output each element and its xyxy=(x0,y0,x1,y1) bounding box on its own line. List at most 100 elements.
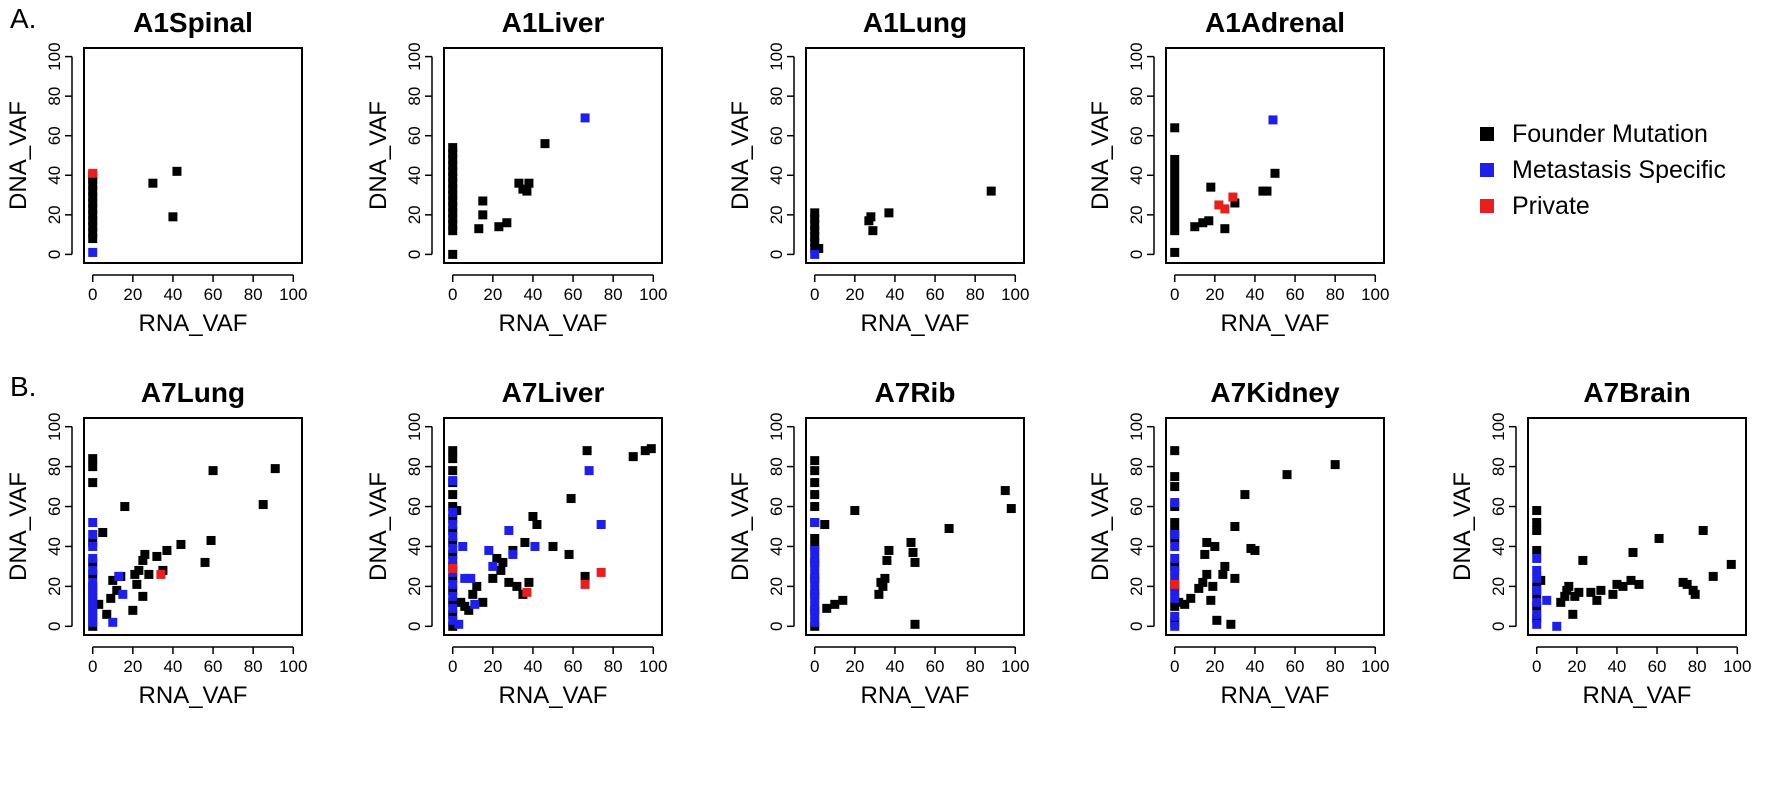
point-a7kidney-founder-mutation-19 xyxy=(1206,595,1216,605)
x-tick-label-a7liver-60: 60 xyxy=(564,657,583,676)
point-a1liver-founder-mutation-8 xyxy=(448,184,458,194)
point-a1spinal-founder-mutation-1 xyxy=(88,228,98,238)
y-tick-label-a1liver-20: 20 xyxy=(405,205,424,224)
point-a1adrenal-founder-mutation-1 xyxy=(1170,226,1180,236)
point-a7lung-founder-mutation-14 xyxy=(102,609,112,619)
point-a1adrenal-founder-mutation-4 xyxy=(1170,202,1180,212)
y-tick-label-a7kidney-0: 0 xyxy=(1127,622,1146,631)
point-a1liver-founder-mutation-7 xyxy=(448,190,458,200)
chart-title-a7lung: A7Lung xyxy=(141,377,245,408)
y-tick-label-a7liver-0: 0 xyxy=(405,622,424,631)
point-a7liver-founder-mutation-26 xyxy=(498,557,508,567)
point-a7lung-private-0 xyxy=(156,569,166,579)
point-a7liver-founder-mutation-22 xyxy=(478,597,488,607)
x-tick-label-a7liver-0: 0 xyxy=(448,657,457,676)
point-a7kidney-founder-mutation-28 xyxy=(1240,490,1250,500)
y-tick-label-a7rib-0: 0 xyxy=(767,622,786,631)
point-a7kidney-metastasis-specific-4 xyxy=(1170,573,1180,583)
y-tick-label-a1spinal-0: 0 xyxy=(45,250,64,259)
x-tick-label-a7brain-40: 40 xyxy=(1607,657,1626,676)
point-a7rib-founder-mutation-20 xyxy=(878,581,888,591)
point-a1liver-founder-mutation-0 xyxy=(448,249,458,259)
point-a7rib-founder-mutation-18 xyxy=(874,589,884,599)
point-a7liver-founder-mutation-32 xyxy=(524,577,534,587)
point-a7liver-founder-mutation-21 xyxy=(472,581,482,591)
point-a7brain-founder-mutation-18 xyxy=(1592,595,1602,605)
plot-frame-a1lung xyxy=(805,47,1025,264)
point-a1liver-founder-mutation-18 xyxy=(478,196,488,206)
x-tick-label-a1liver-60: 60 xyxy=(564,285,583,304)
point-a1lung-founder-mutation-10 xyxy=(868,226,878,236)
point-a1liver-founder-mutation-4 xyxy=(448,208,458,218)
point-a7rib-founder-mutation-22 xyxy=(882,555,892,565)
point-a1liver-founder-mutation-5 xyxy=(448,202,458,212)
x-tick-label-a7liver-20: 20 xyxy=(483,657,502,676)
point-a7liver-metastasis-specific-20 xyxy=(530,541,540,551)
y-tick-label-a1adrenal-40: 40 xyxy=(1127,166,1146,185)
point-a7liver-metastasis-specific-19 xyxy=(508,549,518,559)
point-a7kidney-founder-mutation-23 xyxy=(1218,569,1228,579)
point-a7brain-metastasis-specific-3 xyxy=(1532,585,1542,595)
x-tick-label-a1adrenal-80: 80 xyxy=(1326,285,1345,304)
x-tick-label-a7rib-0: 0 xyxy=(810,657,819,676)
point-a1lung-founder-mutation-9 xyxy=(866,212,876,222)
point-a7lung-metastasis-specific-12 xyxy=(114,571,124,581)
point-a7liver-metastasis-specific-16 xyxy=(484,545,494,555)
point-a7kidney-metastasis-specific-0 xyxy=(1170,621,1180,631)
y-tick-label-a7brain-100: 100 xyxy=(1489,412,1508,440)
point-a7lung-founder-mutation-28 xyxy=(152,551,162,561)
plot-frame-a7kidney xyxy=(1165,417,1385,636)
point-a7lung-founder-mutation-31 xyxy=(176,539,186,549)
chart-title-a7liver: A7Liver xyxy=(502,377,605,408)
y-axis-label-a7kidney: DNA_VAF xyxy=(1087,472,1114,581)
point-a1adrenal-private-2 xyxy=(1228,192,1238,202)
y-tick-label-a1lung-40: 40 xyxy=(767,166,786,185)
point-a7brain-founder-mutation-7 xyxy=(1532,506,1542,516)
point-a7rib-metastasis-specific-1 xyxy=(810,609,820,619)
point-a7kidney-founder-mutation-10 xyxy=(1170,446,1180,456)
x-tick-label-a7brain-20: 20 xyxy=(1567,657,1586,676)
y-tick-label-a1spinal-40: 40 xyxy=(45,166,64,185)
point-a7liver-metastasis-specific-7 xyxy=(448,531,458,541)
point-a7liver-founder-mutation-25 xyxy=(496,565,506,575)
point-a7liver-private-0 xyxy=(448,563,458,573)
x-tick-label-a7brain-100: 100 xyxy=(1723,657,1751,676)
point-a7brain-founder-mutation-31 xyxy=(1698,525,1708,535)
point-a7lung-metastasis-specific-13 xyxy=(118,589,128,599)
y-tick-label-a7brain-80: 80 xyxy=(1489,457,1508,476)
point-a7brain-founder-mutation-21 xyxy=(1612,579,1622,589)
point-a7brain-metastasis-specific-1 xyxy=(1532,609,1542,619)
y-tick-label-a7lung-60: 60 xyxy=(45,497,64,516)
point-a7brain-founder-mutation-17 xyxy=(1586,587,1596,597)
point-a7kidney-founder-mutation-24 xyxy=(1220,561,1230,571)
x-tick-label-a1liver-40: 40 xyxy=(523,285,542,304)
point-a7lung-founder-mutation-22 xyxy=(132,579,142,589)
legend-label-founder: Founder Mutation xyxy=(1512,120,1708,148)
point-a1adrenal-founder-mutation-9 xyxy=(1170,162,1180,172)
point-a7liver-metastasis-specific-6 xyxy=(448,543,458,553)
plot-frame-a1liver xyxy=(443,47,663,264)
y-axis-label-a7brain: DNA_VAF xyxy=(1449,472,1476,581)
legend: Founder Mutation Metastasis Specific Pri… xyxy=(1480,116,1726,224)
x-tick-label-a7rib-100: 100 xyxy=(1001,657,1029,676)
point-a7liver-founder-mutation-1 xyxy=(448,609,458,619)
point-a7liver-founder-mutation-7 xyxy=(448,537,458,547)
point-a1liver-founder-mutation-20 xyxy=(502,218,512,228)
panel-label-b: B. xyxy=(10,371,36,402)
point-a1lung-founder-mutation-1 xyxy=(810,238,820,248)
point-a7kidney-metastasis-specific-3 xyxy=(1170,585,1180,595)
point-a7liver-founder-mutation-23 xyxy=(488,573,498,583)
y-tick-label-a1lung-20: 20 xyxy=(767,205,786,224)
point-a7brain-founder-mutation-4 xyxy=(1532,545,1542,555)
x-axis-label-a7brain: RNA_VAF xyxy=(1583,682,1692,709)
point-a1liver-founder-mutation-10 xyxy=(448,172,458,182)
y-tick-label-a7liver-80: 80 xyxy=(405,457,424,476)
point-a1liver-founder-mutation-3 xyxy=(448,214,458,224)
x-tick-label-a7kidney-80: 80 xyxy=(1326,657,1345,676)
point-a7brain-metastasis-specific-5 xyxy=(1532,565,1542,575)
point-a7liver-founder-mutation-15 xyxy=(448,446,458,456)
x-tick-label-a7lung-100: 100 xyxy=(279,657,307,676)
point-a7lung-metastasis-specific-10 xyxy=(88,518,98,528)
y-tick-label-a7brain-40: 40 xyxy=(1489,537,1508,556)
point-a1liver-founder-mutation-21 xyxy=(514,178,524,188)
